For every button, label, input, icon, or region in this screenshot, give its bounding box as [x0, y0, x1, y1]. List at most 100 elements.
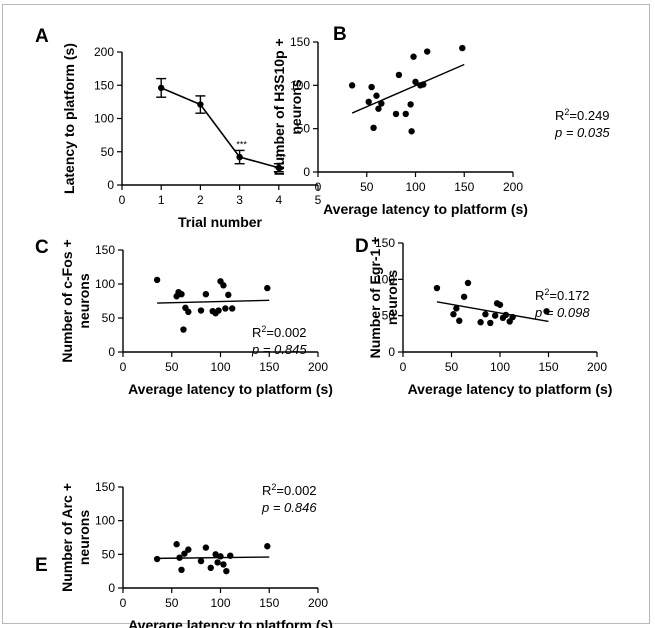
r-squared-value: =0.172 [549, 288, 589, 303]
r-squared-label: R2=0.172 [535, 287, 590, 303]
y-tick-label: 100 [94, 112, 114, 126]
panel-d: D 0 50 100 150 0 50 100 150 200 Average latency to… [355, 236, 612, 397]
data-point [185, 308, 192, 316]
r-squared-value: =0.002 [276, 483, 316, 498]
data-point [178, 566, 185, 574]
data-point [373, 92, 380, 99]
y-axis-title: Number of H3S10p + [271, 38, 287, 175]
data-point [543, 308, 550, 315]
data-point [482, 311, 489, 318]
y-tick-label: 0 [107, 178, 114, 192]
data-point [197, 557, 205, 565]
data-point [450, 311, 457, 318]
r-squared-value: =0.002 [266, 325, 306, 340]
r-squared-superscript: 2 [271, 482, 276, 492]
x-tick-label: 3 [236, 193, 243, 207]
data-point [424, 48, 431, 55]
r-squared-prefix: R [252, 325, 261, 340]
data-point [212, 551, 219, 558]
data-point [185, 546, 192, 553]
x-tick-label: 200 [503, 180, 523, 194]
y-tick-label: 100 [95, 277, 115, 291]
data-point [178, 291, 185, 298]
data-point [153, 276, 161, 284]
x-tick-label: 0 [400, 360, 407, 374]
data-point [222, 305, 229, 312]
y-tick-label: 0 [388, 345, 395, 359]
data-point [491, 312, 499, 319]
data-point [459, 44, 466, 52]
x-tick-label: 2 [197, 193, 204, 207]
regression-line [351, 63, 465, 114]
series-line [160, 87, 280, 169]
r-squared-label: R2=0.002 [262, 482, 317, 498]
x-tick-label: 150 [454, 180, 474, 194]
data-point [412, 78, 419, 86]
data-point [402, 110, 409, 118]
x-axis-title: Average latency to platform (s) [128, 381, 333, 397]
data-point [453, 305, 460, 312]
data-point [456, 317, 463, 324]
data-point [460, 293, 468, 300]
data-point [197, 307, 205, 314]
y-tick-label: 50 [101, 145, 115, 159]
panel-letter: E [35, 555, 48, 576]
panel-letter: A [35, 26, 49, 47]
data-point [217, 553, 224, 560]
data-point [365, 98, 372, 106]
x-axis-title: Average latency to platform (s) [128, 617, 333, 628]
data-point [202, 291, 210, 298]
data-point [229, 305, 236, 312]
x-tick-label: 0 [315, 180, 322, 194]
data-point [502, 311, 510, 319]
r-squared-superscript: 2 [564, 107, 569, 117]
data-point [153, 555, 161, 563]
data-point [236, 153, 243, 161]
data-point [227, 552, 234, 559]
x-tick-label: 200 [308, 596, 328, 610]
x-tick-label: 150 [538, 360, 558, 374]
x-tick-label: 0 [120, 360, 127, 374]
r-squared-prefix: R [555, 108, 564, 123]
r-squared-superscript: 2 [544, 287, 549, 297]
data-point [420, 81, 427, 88]
regression-line [157, 556, 270, 560]
y-tick-label: 0 [108, 581, 115, 595]
x-tick-label: 4 [275, 193, 282, 207]
data-point [197, 101, 204, 108]
data-point [496, 301, 504, 308]
data-point [181, 550, 188, 557]
data-point [487, 319, 494, 327]
panel-letter: D [355, 236, 369, 257]
p-value-label: p = 0.846 [261, 500, 317, 515]
y-tick-label: 100 [95, 514, 115, 528]
data-point [275, 164, 282, 171]
panel-c: C 0 50 100 150 0 50 100 150 200 Average latency to… [35, 237, 333, 397]
data-point [215, 307, 222, 314]
x-tick-label: 100 [210, 360, 230, 374]
data-point [348, 82, 356, 89]
y-axis-title: neurons [76, 510, 92, 565]
x-tick-label: 100 [210, 596, 230, 610]
p-value-label: p = 0.035 [554, 125, 610, 140]
y-axis-title: neurons [76, 273, 92, 328]
significance-label: *** [276, 153, 287, 163]
y-axis-title: neurons [288, 79, 304, 134]
r-squared-value: =0.249 [569, 108, 609, 123]
data-point [264, 543, 271, 550]
y-tick-label: 100 [290, 78, 310, 92]
y-tick-label: 50 [297, 122, 311, 136]
y-axis-title: Number of Arc + [59, 483, 75, 592]
data-point [464, 279, 472, 287]
x-tick-label: 50 [165, 596, 179, 610]
data-point [392, 110, 400, 118]
x-tick-label: 0 [120, 596, 127, 610]
regression-line [157, 299, 270, 304]
data-point [220, 282, 227, 289]
x-tick-label: 150 [259, 360, 279, 374]
data-point [370, 124, 377, 131]
data-point [225, 291, 232, 299]
data-point [368, 83, 375, 91]
x-tick-label: 200 [308, 360, 328, 374]
